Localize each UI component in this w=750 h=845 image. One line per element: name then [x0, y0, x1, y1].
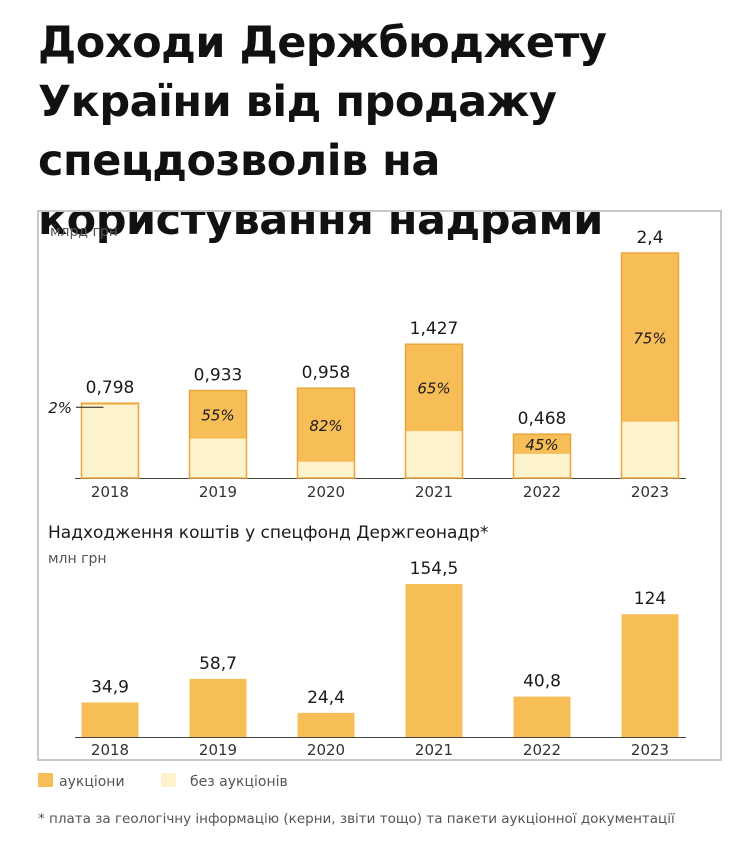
x-tick-label: 2021 — [415, 741, 453, 759]
page-title: Доходи Держбюджету України від продажу с… — [38, 18, 607, 245]
bar-fund-2019 — [189, 678, 247, 737]
chart1-unit-label: млрд грн — [50, 224, 118, 240]
bar-value-label: 124 — [634, 589, 666, 609]
bar-outline-2023 — [620, 252, 680, 479]
chart2-title: Надходження коштів у спецфонд Держгеонад… — [48, 523, 488, 543]
bar-segment-auction-2022 — [513, 434, 571, 454]
bar-share-label: 65% — [417, 380, 450, 398]
bar-value-label: 40,8 — [523, 672, 561, 692]
x-tick-label: 2023 — [631, 741, 669, 759]
bar-value-label: 2,4 — [636, 228, 663, 248]
bar-segment-no-auction-2019 — [189, 438, 247, 478]
x-tick-label: 2021 — [415, 483, 453, 501]
bar-value-label: 24,4 — [307, 688, 345, 708]
legend-swatch-no-auction — [161, 773, 176, 787]
x-tick-label: 2019 — [199, 483, 237, 501]
bar-fund-2018 — [81, 702, 139, 737]
bar-fund-2023 — [621, 614, 679, 737]
bar-outline-2021 — [404, 343, 464, 479]
legend-label-auction: аукціони — [59, 774, 125, 790]
x-tick-label: 2020 — [307, 741, 345, 759]
bar-segment-no-auction-2018 — [81, 404, 139, 478]
x-tick-label: 2020 — [307, 483, 345, 501]
x-tick-label: 2018 — [91, 483, 129, 501]
bar-segment-no-auction-2020 — [297, 461, 355, 478]
bar-fund-2021 — [405, 584, 463, 737]
bar-share-label: 2% — [48, 399, 72, 417]
bar-share-label: 45% — [525, 436, 558, 454]
bar-value-label: 0,468 — [518, 409, 567, 429]
bar-outline-2018 — [80, 402, 140, 479]
bar-value-label: 1,427 — [410, 319, 459, 339]
chart2-unit-label: млн грн — [48, 551, 107, 567]
bar-outline-2019 — [188, 389, 248, 479]
x-tick-label: 2022 — [523, 741, 561, 759]
chart-frame — [37, 210, 722, 761]
bar-share-label: 75% — [633, 329, 666, 347]
bar-segment-auction-2019 — [189, 390, 247, 439]
bar-value-label: 34,9 — [91, 677, 129, 697]
bar-value-label: 154,5 — [410, 559, 459, 579]
bar-segment-auction-2021 — [405, 344, 463, 432]
x-tick-label: 2022 — [523, 483, 561, 501]
bar-value-label: 58,7 — [199, 654, 237, 674]
bar-segment-auction-2023 — [621, 253, 679, 422]
x-tick-label: 2023 — [631, 483, 669, 501]
bar-segment-no-auction-2022 — [513, 453, 571, 478]
bar-outline-2020 — [296, 387, 356, 479]
bar-value-label: 0,958 — [302, 363, 351, 383]
bar-share-label: 55% — [201, 407, 234, 425]
bar-fund-2022 — [513, 696, 571, 737]
bar-value-label: 0,798 — [86, 378, 135, 398]
bar-segment-auction-2020 — [297, 388, 355, 462]
bar-fund-2020 — [297, 712, 355, 737]
x-tick-label: 2019 — [199, 741, 237, 759]
legend-label-no-auction: без аукціонів — [190, 774, 288, 790]
x-tick-label: 2018 — [91, 741, 129, 759]
bar-value-label: 0,933 — [194, 366, 243, 386]
legend-swatch-auction — [38, 773, 53, 787]
bar-segment-no-auction-2023 — [621, 421, 679, 478]
bar-segment-no-auction-2021 — [405, 431, 463, 478]
footnote: * плата за геологічну інформацію (керни,… — [38, 811, 675, 827]
bar-outline-2022 — [512, 433, 572, 479]
bar-share-label: 82% — [309, 417, 342, 435]
